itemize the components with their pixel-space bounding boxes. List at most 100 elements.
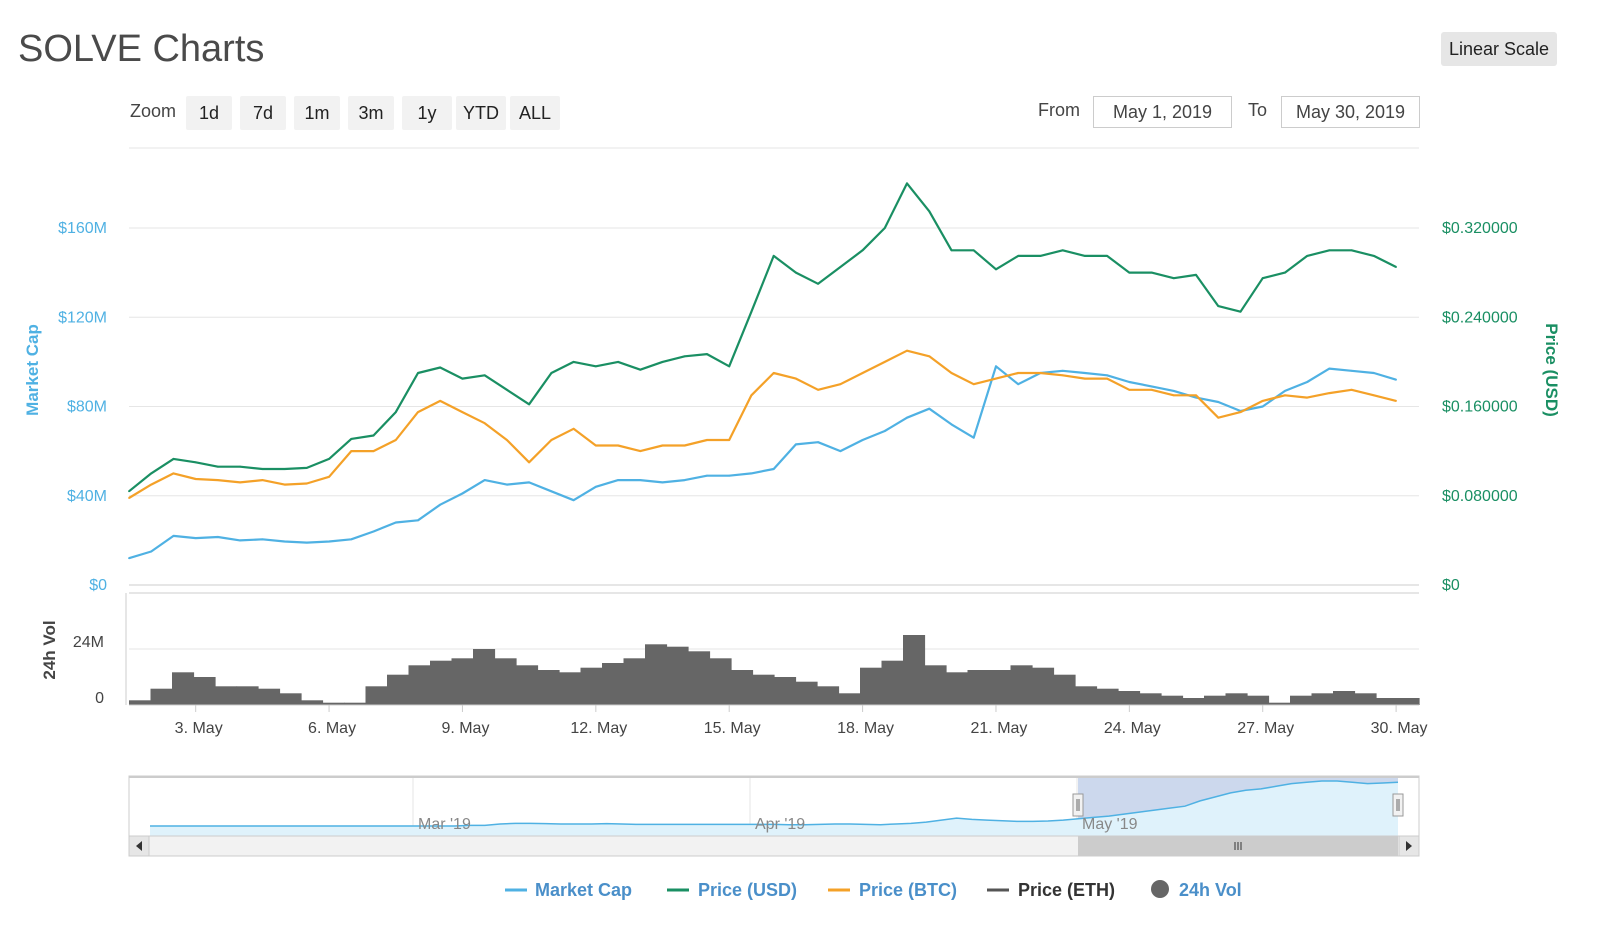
volume-bar <box>903 635 926 705</box>
navigator-right-handle[interactable] <box>1392 793 1404 817</box>
data-point <box>972 383 975 386</box>
zoom-1m-button[interactable]: 1m <box>294 96 340 130</box>
volume-bar <box>430 660 453 705</box>
x-tick-label: 9. May <box>441 720 489 737</box>
zoom-1y-button[interactable]: 1y <box>402 96 452 130</box>
data-point <box>528 403 530 406</box>
data-point <box>1195 274 1197 276</box>
volume-bar <box>1010 665 1033 705</box>
data-point <box>394 521 397 524</box>
data-point <box>1106 255 1108 257</box>
data-point <box>528 481 530 484</box>
volume-bar <box>666 646 689 705</box>
data-point <box>639 479 642 481</box>
volume-bar <box>1032 667 1055 705</box>
data-point <box>350 438 353 440</box>
left-tick-label: $40M <box>67 488 107 505</box>
data-point <box>817 388 819 391</box>
zoom-ytd-button[interactable]: YTD <box>456 96 506 130</box>
data-point <box>550 490 553 493</box>
data-point <box>1217 305 1220 307</box>
zoom-1d-button[interactable]: 1d <box>186 96 232 130</box>
data-point <box>661 444 664 447</box>
data-point <box>861 372 864 374</box>
right-tick-label: $0.080000 <box>1442 488 1518 505</box>
data-point <box>839 266 842 268</box>
navigator-left-handle[interactable] <box>1072 793 1084 817</box>
linear-scale-button[interactable]: Linear Scale <box>1441 32 1557 66</box>
legend-item-price-usd[interactable]: Price (USD) <box>667 880 797 900</box>
data-point <box>1172 394 1175 397</box>
data-point <box>239 539 242 542</box>
data-point <box>1350 388 1353 391</box>
legend-item-price-btc[interactable]: Price (BTC) <box>828 880 957 900</box>
navigator-series-area <box>150 781 1398 836</box>
volume-bar <box>709 658 732 705</box>
data-point <box>239 481 242 484</box>
data-point <box>417 411 419 413</box>
data-point <box>661 481 664 484</box>
data-point <box>617 361 619 363</box>
data-point <box>461 492 464 495</box>
data-point <box>1284 394 1286 397</box>
data-point <box>261 479 264 481</box>
data-point <box>950 249 953 252</box>
zoom-all-button[interactable]: ALL <box>510 96 560 130</box>
legend-item-24h-vol[interactable]: 24h Vol <box>1151 880 1242 900</box>
data-point <box>1284 390 1286 392</box>
data-point <box>772 468 775 470</box>
data-point <box>461 411 464 413</box>
left-axis-ticks: $0 $40M $80M $120M $160M <box>58 220 107 594</box>
zoom-7d-button[interactable]: 7d <box>240 96 286 130</box>
volume-bar <box>236 686 259 705</box>
data-point <box>305 482 308 485</box>
legend-label: Price (ETH) <box>1018 880 1115 900</box>
data-point <box>172 472 175 475</box>
data-point <box>172 458 175 460</box>
data-point <box>728 365 731 368</box>
data-point <box>283 540 286 543</box>
volume-bar <box>1397 698 1420 705</box>
data-point <box>639 368 642 371</box>
data-point <box>239 465 242 468</box>
data-point <box>883 430 886 432</box>
data-point <box>372 450 375 452</box>
x-axis-ticks: 3. May 6. May 9. May 12. May 15. May 18. May 2… <box>175 705 1428 737</box>
data-point <box>1306 381 1309 383</box>
x-tick-label: 24. May <box>1104 720 1161 737</box>
data-point <box>261 538 264 541</box>
data-point <box>394 411 397 413</box>
data-point <box>1328 249 1331 252</box>
right-axis-title: Price (USD) <box>1542 323 1561 417</box>
left-tick-label: $160M <box>58 220 107 237</box>
volume-bar <box>451 658 474 705</box>
zoom-3m-button[interactable]: 3m <box>348 96 394 130</box>
from-date-input[interactable]: May 1, 2019 <box>1093 96 1232 128</box>
data-point <box>150 550 153 553</box>
to-date-input[interactable]: May 30, 2019 <box>1281 96 1420 128</box>
legend-item-price-eth[interactable]: Price (ETH) <box>987 880 1115 900</box>
data-point <box>1084 372 1086 374</box>
arrow-right-icon <box>1406 841 1412 851</box>
data-point <box>772 372 775 374</box>
volume-bar <box>559 672 582 705</box>
x-tick-label: 27. May <box>1237 720 1294 737</box>
volume-bar <box>1139 693 1162 705</box>
legend-label: 24h Vol <box>1179 880 1242 900</box>
data-point <box>1128 271 1131 274</box>
navigator-label: May '19 <box>1082 816 1138 833</box>
data-point <box>194 537 197 539</box>
volume-bar <box>150 688 173 705</box>
data-point <box>995 365 997 368</box>
volume-tick-label: 0 <box>95 690 104 707</box>
data-point <box>1328 392 1331 394</box>
legend-item-market-cap[interactable]: Market Cap <box>505 880 632 900</box>
data-point <box>1061 249 1064 252</box>
series-lines <box>128 182 1397 560</box>
data-point <box>617 444 619 447</box>
right-tick-label: $0.160000 <box>1442 399 1518 416</box>
data-point <box>1017 255 1020 257</box>
data-point <box>728 474 731 477</box>
data-point <box>372 530 375 533</box>
volume-bar <box>967 670 990 705</box>
